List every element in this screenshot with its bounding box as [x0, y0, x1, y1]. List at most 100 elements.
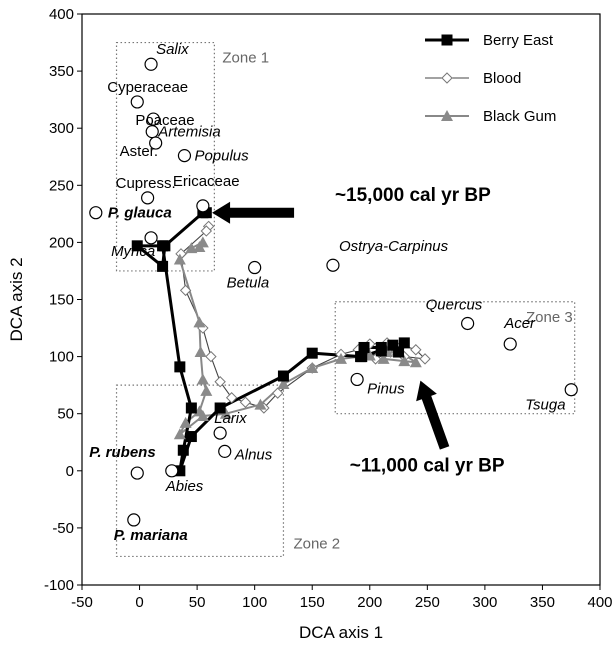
- y-tick-label: 200: [49, 234, 74, 251]
- series-line-blood: [180, 226, 426, 409]
- data-point-berry-east: [277, 370, 289, 382]
- taxon-label-ericaceae: Ericaceae: [173, 173, 240, 190]
- taxon-label-p-mariana: P. mariana: [114, 527, 188, 544]
- taxon-point-acer: [503, 337, 517, 351]
- taxon-point-myrica: [144, 231, 158, 245]
- data-point-berry-east: [398, 337, 410, 349]
- zones: Zone 1 Zone 2 Zone 3: [115, 41, 576, 558]
- annotations: ~15,000 cal yr BP ~11,000 cal yr BP: [212, 185, 505, 477]
- data-point-black-gum: [196, 409, 209, 421]
- zone-box-1: [115, 41, 215, 272]
- x-tick-label: 200: [357, 594, 382, 611]
- taxon-point-aster: [149, 136, 163, 150]
- data-point-black-gum: [179, 416, 192, 428]
- taxon-label-alnus: Alnus: [234, 446, 273, 463]
- taxon-point-ostrya-carpinus: [326, 258, 340, 272]
- legend-label-berry-east: Berry East: [483, 32, 554, 49]
- data-point-black-gum: [196, 236, 209, 248]
- data-point-blood: [225, 392, 238, 404]
- taxon-point-cupress: [141, 191, 155, 205]
- taxon-label-aster: Aster.: [120, 143, 158, 160]
- data-point-black-gum: [196, 373, 209, 385]
- taxon-point-alnus: [218, 444, 232, 458]
- y-tick-label: 300: [49, 120, 74, 137]
- legend-marker-blood: [441, 72, 453, 84]
- data-point-black-gum: [277, 378, 290, 390]
- taxon-label-poaceae: Poaceae: [135, 112, 194, 129]
- y-tick-label: 250: [49, 177, 74, 194]
- taxon-point-cyperaceae: [130, 95, 144, 109]
- taxon-label-pinus: Pinus: [367, 380, 405, 397]
- data-point-black-gum: [219, 407, 232, 419]
- taxon-label-betula: Betula: [227, 275, 270, 292]
- taxon-label-ostrya-carpinus: Ostrya-Carpinus: [339, 238, 449, 255]
- taxon-label-p-rubens: P. rubens: [89, 444, 155, 461]
- annotation-15000: ~15,000 cal yr BP: [335, 185, 491, 206]
- x-tick-label: 50: [189, 594, 206, 611]
- data-point-blood: [205, 350, 217, 363]
- data-point-black-gum: [185, 242, 198, 254]
- arrow-11000: [416, 380, 450, 450]
- taxon-point-larix: [213, 426, 227, 440]
- legend-label-black-gum: Black Gum: [483, 108, 556, 125]
- y-tick-label: -100: [44, 577, 74, 594]
- annotation-11000: ~11,000 cal yr BP: [350, 456, 505, 477]
- zone-label-2: Zone 2: [293, 535, 340, 552]
- data-point-blood: [419, 353, 431, 365]
- y-tick-label: 400: [49, 6, 74, 23]
- taxon-label-p-glauca: P. glauca: [108, 205, 172, 222]
- legend-marker-black-gum: [441, 110, 453, 121]
- arrow-15000: [212, 201, 295, 224]
- taxon-label-abies: Abies: [165, 478, 204, 495]
- taxon-point-quercus: [461, 316, 475, 331]
- legend-label-blood: Blood: [483, 70, 521, 87]
- taxon-label-acer: Acer: [503, 315, 536, 332]
- data-point-black-gum: [335, 352, 347, 364]
- data-point-berry-east: [306, 347, 318, 359]
- zone-label-3: Zone 3: [526, 309, 573, 326]
- taxon-point-ericaceae: [196, 199, 210, 213]
- data-point-black-gum: [306, 362, 319, 374]
- taxon-label-populus: Populus: [194, 148, 249, 165]
- x-tick-label: 350: [530, 594, 555, 611]
- x-tick-label: -50: [71, 594, 93, 611]
- taxon-point-salix: [144, 57, 158, 71]
- data-point-blood: [271, 387, 284, 399]
- x-tick-label: 0: [135, 594, 143, 611]
- legend-marker-berry-east: [441, 34, 453, 46]
- data-point-blood: [239, 396, 252, 408]
- data-point-berry-east: [214, 402, 226, 414]
- zone-label-1: Zone 1: [222, 50, 269, 67]
- taxon-label-myrica: Myrica: [111, 243, 155, 260]
- data-point-berry-east: [174, 361, 186, 373]
- data-point-berry-east: [358, 341, 370, 353]
- taxon-label-tsuga: Tsuga: [525, 397, 565, 414]
- taxon-point-populus: [177, 149, 192, 163]
- taxon-point-tsuga: [564, 383, 578, 397]
- y-tick-label: 350: [49, 63, 74, 80]
- y-tick-label: 100: [49, 349, 74, 366]
- y-tick-label: -50: [52, 520, 74, 537]
- data-point-blood: [179, 284, 192, 297]
- x-tick-label: 300: [472, 594, 497, 611]
- data-point-berry-east: [197, 207, 209, 219]
- series-markers: [131, 207, 431, 477]
- taxon-label-artemisia: Artemisia: [157, 124, 221, 141]
- data-point-berry-east: [393, 346, 405, 358]
- taxon-point-poaceae: [146, 112, 160, 126]
- y-tick-label: 50: [57, 406, 74, 423]
- data-point-berry-east: [356, 351, 368, 363]
- plot-frame: [81, 13, 601, 586]
- data-point-black-gum: [200, 384, 213, 396]
- taxon-point-p-glauca: [89, 206, 103, 220]
- axes: -50 0 50 100 150 200 250 300 350 400-100-50050100…: [7, 6, 613, 642]
- data-point-berry-east: [174, 465, 186, 477]
- data-point-black-gum: [409, 356, 422, 368]
- data-point-black-gum: [398, 355, 411, 367]
- taxon-point-p-rubens: [130, 466, 144, 480]
- data-point-berry-east: [157, 260, 169, 272]
- x-tick-label: 100: [242, 594, 267, 611]
- taxon-label-salix: Salix: [156, 41, 189, 58]
- taxon-point-p-mariana: [127, 513, 141, 527]
